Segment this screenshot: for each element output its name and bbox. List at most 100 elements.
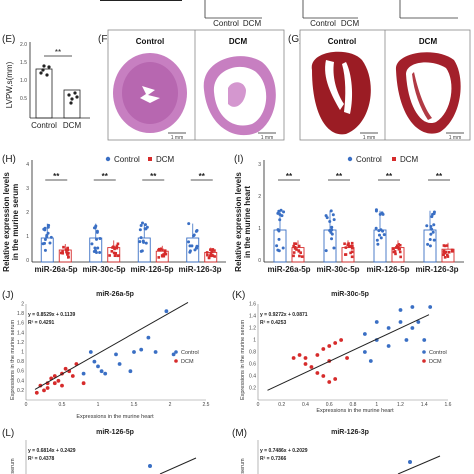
point-dcm-4 xyxy=(209,248,212,251)
point-dcm-3 xyxy=(162,253,166,256)
label-f-dcm: DCM xyxy=(229,37,248,46)
legend-j-dcm-dot xyxy=(174,359,178,363)
point-dcm-3 xyxy=(397,247,401,251)
point-dcm-1 xyxy=(292,244,295,248)
point-l-1 xyxy=(148,464,152,468)
point-dcm-3 xyxy=(398,243,402,247)
label-g-control: Control xyxy=(328,37,356,46)
xlabel-h-3: miR-126-5p xyxy=(130,265,173,274)
point-control-2 xyxy=(98,237,102,241)
point-dcm-4 xyxy=(443,256,447,259)
point-dcm xyxy=(291,356,296,360)
bar-e-dcm xyxy=(63,89,81,119)
point-control-2 xyxy=(330,232,334,236)
point-control-4 xyxy=(430,227,434,231)
sig-label-2: ** xyxy=(102,172,109,181)
point-dcm-3 xyxy=(399,255,402,259)
trendline xyxy=(267,314,430,391)
point-dcm-4 xyxy=(211,248,215,251)
point-control-4 xyxy=(425,224,429,228)
point-dcm-1 xyxy=(61,251,65,255)
legend-k-dcm: DCM xyxy=(429,359,442,365)
xtick: 0.4 xyxy=(302,402,309,408)
point-dcm-2 xyxy=(114,252,118,255)
xlabel-e-dcm: DCM xyxy=(63,121,82,130)
point-dcm-1 xyxy=(61,250,64,254)
point-control-3 xyxy=(139,236,143,240)
point-control-3 xyxy=(143,223,147,227)
xlabel-i-2: miR-30c-5p xyxy=(316,265,359,274)
point-control-4 xyxy=(432,238,436,242)
point-control xyxy=(99,369,104,374)
scale-g-1: 1 mm xyxy=(363,135,376,141)
point-dcm-1 xyxy=(64,248,68,252)
point-control-4 xyxy=(192,234,196,238)
xtick: 1 xyxy=(375,402,378,408)
panel-letter-m: (M) xyxy=(232,428,247,439)
ytick: 1.6 xyxy=(17,321,24,327)
ytick-h-4: 4 xyxy=(26,162,29,168)
point-dcm-4 xyxy=(213,249,216,252)
point-control-2 xyxy=(93,248,97,252)
point-dcm-3 xyxy=(392,250,396,254)
panel-letter-g: (G) xyxy=(288,34,302,45)
ytick: 1.2 xyxy=(17,340,24,346)
point-control-3 xyxy=(139,223,143,227)
panel-f: (F) Control DCM 1 mm 1 mm xyxy=(98,29,285,141)
ytick-i-3: 3 xyxy=(258,162,261,168)
point-control-2 xyxy=(331,213,335,217)
point-dcm-4 xyxy=(208,254,212,258)
xtick: 0 xyxy=(257,402,260,408)
bar-dcm-2 xyxy=(341,247,355,263)
panel-letter-i: (I) xyxy=(234,154,243,165)
point-dcm-2 xyxy=(350,241,354,245)
point-dcm-2 xyxy=(110,250,114,253)
panel-letter-k: (K) xyxy=(232,290,245,301)
sig-label-2: ** xyxy=(336,172,343,181)
point-dcm-1 xyxy=(299,251,303,254)
point-dcm xyxy=(297,353,302,357)
point-dcm-2 xyxy=(346,243,350,247)
point-control-4 xyxy=(193,248,197,252)
point-control xyxy=(146,335,151,340)
point-dcm-2 xyxy=(351,244,354,248)
point-control-2 xyxy=(93,246,97,250)
point-control-1 xyxy=(41,242,45,246)
ytick-h-3: 3 xyxy=(26,186,29,192)
ytick: 1.6 xyxy=(249,302,256,308)
point-dcm-4 xyxy=(210,253,214,257)
heart-section-he-dcm xyxy=(203,56,276,136)
panel-j-ticks: 0 0.5 1 1.5 2 2.5 0.2 0.4 0.6 0.8 1 1.2 1.4 1.6 1.8 2 xyxy=(17,302,210,409)
xlabel-i-3: miR-126-5p xyxy=(366,265,409,274)
point-control-1 xyxy=(277,249,281,253)
point-dcm-2 xyxy=(116,254,119,258)
top-label-dcm-1: DCM xyxy=(243,19,262,28)
legend-j-control-dot xyxy=(174,350,178,354)
bar-e-control xyxy=(35,68,53,119)
point-dcm-4 xyxy=(442,253,445,257)
point-control xyxy=(92,359,97,364)
point-dcm xyxy=(321,374,326,378)
point-control-1 xyxy=(281,246,285,250)
xtick: 0 xyxy=(25,402,28,408)
point-m-1 xyxy=(408,460,412,464)
point-control xyxy=(362,332,367,336)
point-dcm-1 xyxy=(292,251,296,254)
point-dcm-3 xyxy=(398,250,402,254)
panel-i-marks: ** ** ** ** xyxy=(273,172,455,263)
ytick-h-2: 2 xyxy=(26,210,29,216)
point-control-4 xyxy=(428,237,432,241)
point-control-2 xyxy=(324,214,328,218)
point-dcm-2 xyxy=(350,255,354,259)
ytick: 1 xyxy=(21,350,24,356)
point-control-4 xyxy=(188,249,192,253)
ytick-e-3: 1.5 xyxy=(20,60,27,66)
point-dcm-3 xyxy=(392,247,395,251)
r2-k: R² = 0.4253 xyxy=(260,320,286,326)
ytick: 0.4 xyxy=(249,374,256,380)
ytick: 0.8 xyxy=(17,359,24,365)
ylabel-k: Expressions in the murine serum xyxy=(240,320,246,401)
legend-h-dcm-dot xyxy=(148,157,152,161)
point-dcm-3 xyxy=(161,248,164,252)
